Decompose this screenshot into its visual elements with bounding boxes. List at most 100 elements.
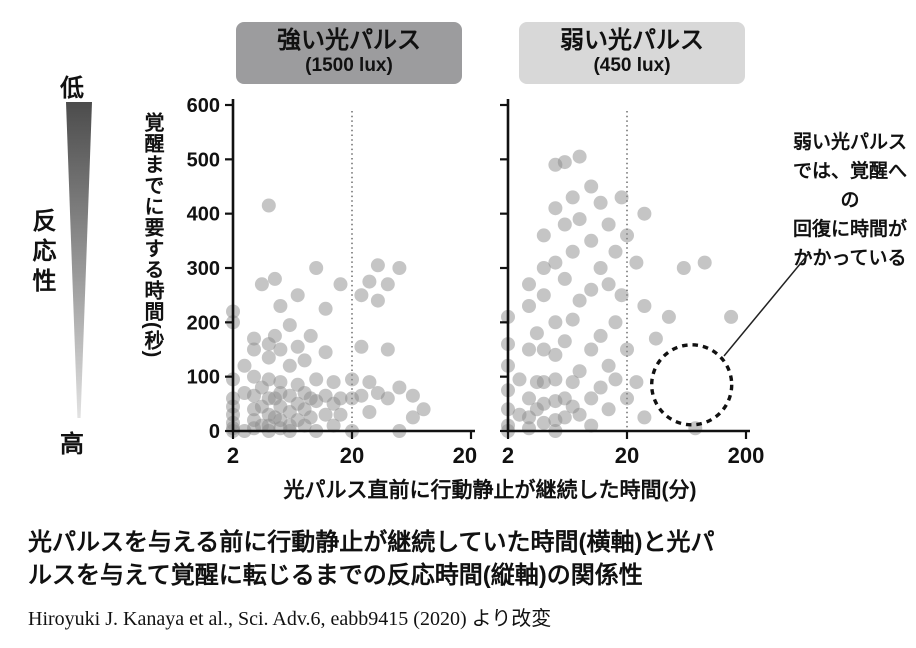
scatter-point (584, 418, 599, 433)
x-tick-label: 200 (728, 443, 765, 465)
y-tick-label: 0 (209, 421, 220, 443)
scatter-point (548, 347, 563, 362)
scatter-point (572, 293, 587, 308)
scatter-point (584, 233, 599, 248)
scatter-point (548, 201, 563, 216)
annotation-line: 回復に時間が (792, 219, 907, 240)
y-tick-label: 500 (187, 149, 220, 171)
scatter-point (548, 372, 563, 387)
scatter-point (584, 282, 599, 297)
reactivity-low-label: 低 (60, 75, 84, 102)
scatter-point (416, 402, 431, 417)
scatter-point (661, 309, 676, 324)
scatter-point (614, 288, 629, 303)
scatter-point (261, 372, 276, 387)
scatter-point (614, 190, 629, 205)
scatter-point (557, 271, 572, 286)
scatter-point (536, 415, 551, 430)
scatter-point (326, 418, 341, 433)
y-tick-label: 200 (187, 312, 220, 334)
annotation-callout: 弱い光パルス では、覚醒への 回復に時間が かかっている (786, 128, 914, 273)
scatter-point (593, 261, 608, 275)
y-axis-title: 覚醒までに要する時間(秒) (141, 112, 163, 359)
scatter-point (237, 358, 252, 373)
scatter-point (345, 372, 359, 387)
scatter-point (620, 342, 634, 357)
scatter-point (536, 261, 551, 275)
scatter-point (608, 372, 623, 387)
scatter-point (362, 375, 377, 390)
scatter-point (267, 271, 282, 286)
scatter-point (572, 364, 587, 379)
scatter-point (601, 217, 616, 232)
scatter-point (584, 391, 599, 406)
scatter-point (557, 155, 572, 170)
scatter-point (362, 274, 377, 289)
citation: Hiroyuki J. Kanaya et al., Sci. Adv.6, e… (28, 608, 552, 630)
scatter-point (572, 149, 587, 164)
scatter-point (318, 345, 333, 360)
scatter-point (326, 375, 341, 390)
scatter-point (572, 407, 587, 422)
scatter-point (333, 407, 348, 422)
highlight-dashed-circle (649, 343, 734, 427)
scatter-point (380, 342, 395, 357)
y-tick-label: 300 (187, 258, 220, 280)
scatter-point (309, 261, 324, 275)
scatter-point (629, 255, 644, 270)
reactivity-gradient-triangle (66, 102, 92, 418)
annotation-connector (723, 251, 811, 357)
x-tick-label: 200 (453, 443, 477, 465)
weak-pulse-title: 弱い光パルス (560, 27, 704, 55)
scatter-point (522, 391, 536, 406)
scatter-point (522, 277, 536, 292)
figure-caption: 光パルスを与える前に行動静止が継続していた時間(横軸)と光パ ルスを与えて覚醒に… (28, 526, 898, 592)
scatter-point (536, 288, 551, 303)
annotation-line: かかっている (793, 248, 907, 269)
x-tick-label: 20 (615, 443, 639, 465)
scatter-point (548, 315, 563, 330)
scatter-point (522, 342, 536, 357)
scatter-point (297, 353, 312, 368)
scatter-point (261, 198, 276, 213)
scatter-point (290, 288, 305, 303)
strong-pulse-chart: 0 100 200 300 400 500 600 2 20 200 (187, 95, 477, 465)
scatter-point (282, 358, 297, 373)
scatter-point (565, 190, 580, 205)
weak-pulse-subtitle: (450 lux) (593, 54, 671, 76)
annotation-line: 弱い光パルス (792, 132, 907, 153)
strong-pulse-subtitle: (1500 lux) (305, 54, 393, 76)
scatter-point (565, 312, 580, 327)
scatter-point (309, 372, 324, 387)
scatter-point (282, 318, 297, 333)
scatter-point (380, 391, 395, 406)
scatter-point (608, 244, 623, 259)
x-tick-label: 20 (340, 443, 364, 465)
scatter-point (333, 391, 348, 406)
scatter-point (584, 342, 599, 357)
reactivity-high-label: 高 (60, 431, 84, 458)
scatter-point (536, 342, 551, 357)
y-tick-label: 400 (187, 204, 220, 226)
scatter-point (697, 255, 712, 270)
scatter-point (273, 299, 288, 313)
x-tick-label: 2 (227, 443, 239, 465)
scatter-point (405, 410, 420, 425)
scatter-point (273, 375, 288, 390)
scatter-point (380, 277, 395, 292)
scatter-point (548, 255, 563, 270)
scatter-point (593, 328, 608, 343)
scatter-point (512, 372, 527, 387)
scatter-point (529, 326, 544, 341)
scatter-point (354, 288, 369, 303)
scatter-point (676, 261, 691, 275)
scatter-point (303, 328, 318, 343)
scatter-point (593, 195, 608, 210)
scatter-point (557, 410, 572, 425)
scatter-point (565, 375, 580, 390)
scatter-point (392, 261, 407, 275)
strong-pulse-badge: 強い光パルス (1500 lux) (236, 22, 462, 84)
scatter-point (565, 244, 580, 259)
scatter-point (333, 277, 348, 292)
